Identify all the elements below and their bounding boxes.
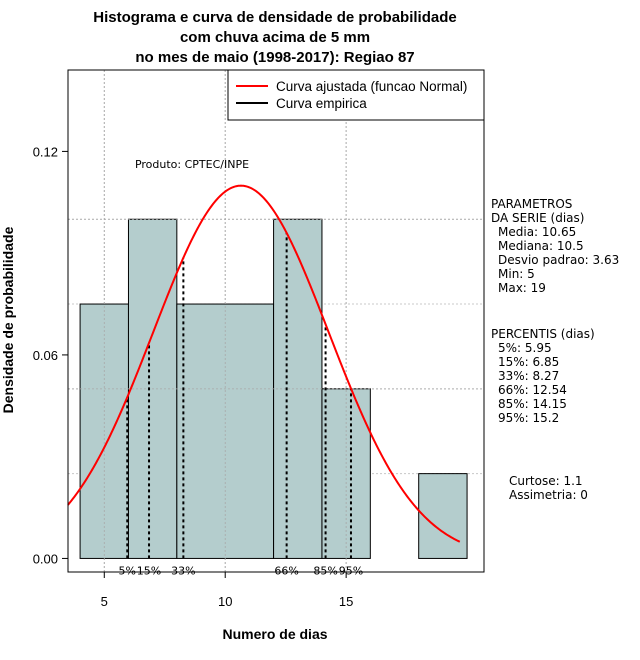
percentile-lines: 5% 15% 33% 66% 85% 95% <box>119 232 363 577</box>
percentile-label: 5% <box>119 564 136 577</box>
parametro-item: Max: 19 <box>498 281 546 295</box>
chart-title-line: com chuva acima de 5 mm <box>180 29 370 46</box>
x-axis-label: Numero de dias <box>222 626 327 642</box>
x-tick-label: 10 <box>218 594 232 609</box>
percentile-label: 66% <box>274 564 298 577</box>
percentil-item: 33%: 8.27 <box>498 369 559 383</box>
x-tick-label: 5 <box>101 594 108 609</box>
chart-title-line: no mes de maio (1998-2017): Regiao 87 <box>135 49 414 66</box>
axes: 5 10 15 0.00 0.06 0.12 Numero de dias Densidade… <box>0 144 353 642</box>
parametros-header: DA SERIE (dias) <box>491 211 584 225</box>
percentile-label: 33% <box>171 564 195 577</box>
histogram-bar <box>418 473 468 559</box>
product-label: Produto: CPTEC/INPE <box>135 158 249 171</box>
parametro-item: Mediana: 10.5 <box>498 239 584 253</box>
y-tick-label: 0.06 <box>33 348 58 363</box>
parametro-item: Media: 10.65 <box>498 225 576 239</box>
histogram-bars <box>68 70 484 572</box>
percentil-item: 5%: 5.95 <box>498 341 552 355</box>
parametro-item: Min: 5 <box>498 267 535 281</box>
percentile-label: 15% <box>137 564 161 577</box>
normal-curve-line <box>67 184 461 543</box>
legend-box <box>227 69 485 121</box>
chart-title: Histograma e curva de densidade de proba… <box>93 9 456 66</box>
percentil-item: 85%: 14.15 <box>498 397 567 411</box>
percentile-label: 85% <box>313 564 337 577</box>
stat-item: Assimetria: 0 <box>509 488 588 502</box>
y-tick-label: 0.00 <box>33 551 58 566</box>
legend-label-normal: Curva ajustada (funcao Normal) <box>276 79 467 94</box>
percentil-item: 15%: 6.85 <box>498 355 559 369</box>
percentile-label: 95% <box>339 564 363 577</box>
percentil-item: 66%: 12.54 <box>498 383 567 397</box>
chart-title-line: Histograma e curva de densidade de proba… <box>93 9 456 26</box>
percentis-header: PERCENTIS (dias) <box>491 327 595 341</box>
y-tick-label: 0.12 <box>33 144 58 159</box>
parametros-header: PARAMETROS <box>491 197 572 211</box>
stat-item: Curtose: 1.1 <box>509 474 583 488</box>
parametro-item: Desvio padrao: 3.63 <box>498 253 619 267</box>
legend: Curva ajustada (funcao Normal) Curva empi… <box>227 69 485 121</box>
legend-label-empirical: Curva empirica <box>276 96 367 111</box>
x-tick-label: 15 <box>339 594 353 609</box>
y-axis-label: Densidade de probabilidade <box>0 226 16 413</box>
percentil-item: 95%: 15.2 <box>498 411 559 425</box>
